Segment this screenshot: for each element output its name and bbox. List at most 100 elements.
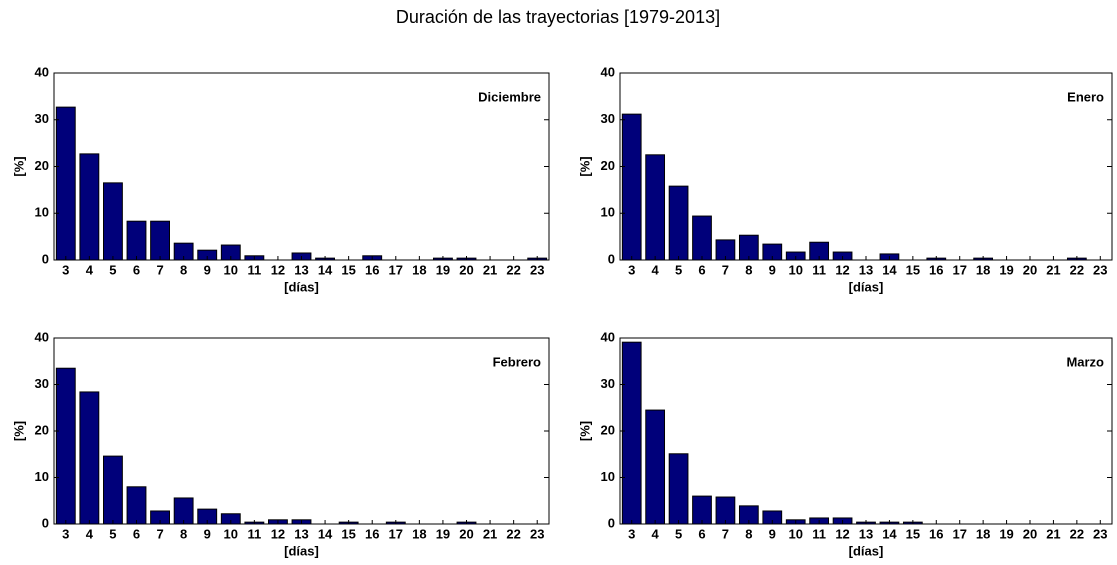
x-tick-label: 17	[389, 262, 403, 277]
x-tick-label: 19	[999, 262, 1013, 277]
axes-box	[619, 72, 1113, 261]
y-tick-label: 40	[35, 329, 49, 344]
x-tick-label: 11	[247, 262, 261, 277]
bar	[103, 455, 123, 525]
bar	[692, 495, 712, 525]
x-tick-label: 14	[882, 526, 897, 541]
x-tick-label: 19	[999, 526, 1013, 541]
y-tick-label: 40	[601, 64, 615, 79]
x-tick-label: 19	[436, 262, 450, 277]
x-tick-label: 18	[412, 526, 426, 541]
y-axis-label: [%]	[577, 421, 592, 441]
bar	[621, 341, 642, 525]
y-tick-label: 20	[601, 158, 615, 173]
x-tick-label: 8	[745, 526, 752, 541]
y-tick-label: 0	[42, 251, 49, 266]
bar	[126, 486, 147, 525]
axes-box	[53, 337, 550, 525]
x-tick-label: 3	[62, 526, 69, 541]
x-tick-label: 15	[341, 262, 355, 277]
x-tick-label: 14	[882, 262, 897, 277]
x-tick-label: 16	[929, 262, 943, 277]
y-tick-label: 40	[35, 64, 49, 79]
x-tick-label: 6	[698, 262, 705, 277]
x-tick-label: 23	[530, 262, 544, 277]
x-tick-label: 18	[976, 262, 990, 277]
x-tick-label: 8	[745, 262, 752, 277]
x-axis-label: [días]	[849, 543, 884, 558]
x-axis-label: [días]	[284, 543, 319, 558]
x-tick-label: 20	[459, 526, 473, 541]
x-tick-label: 7	[722, 526, 729, 541]
x-tick-label: 18	[976, 526, 990, 541]
x-tick-label: 5	[675, 526, 682, 541]
x-tick-label: 9	[204, 262, 211, 277]
bar	[150, 220, 170, 261]
y-tick-label: 30	[601, 376, 615, 391]
x-tick-label: 23	[1093, 262, 1107, 277]
y-tick-label: 30	[35, 111, 49, 126]
x-tick-label: 3	[62, 262, 69, 277]
x-tick-label: 22	[506, 262, 520, 277]
bar	[668, 185, 689, 261]
x-tick-label: 21	[1046, 526, 1060, 541]
y-tick-label: 0	[608, 515, 615, 530]
x-tick-label: 7	[156, 262, 163, 277]
x-tick-label: 16	[929, 526, 943, 541]
y-tick-label: 30	[35, 376, 49, 391]
x-tick-label: 4	[652, 526, 660, 541]
x-tick-label: 17	[952, 262, 966, 277]
y-tick-label: 0	[608, 251, 615, 266]
x-tick-label: 10	[224, 262, 238, 277]
axes-box	[619, 337, 1113, 525]
x-tick-label: 3	[628, 526, 635, 541]
x-tick-label: 19	[436, 526, 450, 541]
y-tick-label: 10	[601, 205, 615, 220]
x-tick-label: 13	[859, 262, 873, 277]
x-tick-label: 4	[652, 262, 660, 277]
y-tick-label: 10	[35, 469, 49, 484]
x-tick-label: 23	[530, 526, 544, 541]
y-tick-label: 20	[35, 158, 49, 173]
x-tick-label: 6	[133, 526, 140, 541]
bar	[692, 215, 712, 261]
x-tick-label: 8	[180, 526, 187, 541]
x-tick-label: 7	[722, 262, 729, 277]
x-tick-label: 20	[1023, 526, 1037, 541]
bar	[79, 153, 100, 261]
x-tick-label: 13	[859, 526, 873, 541]
y-tick-label: 40	[601, 329, 615, 344]
x-tick-label: 5	[675, 262, 682, 277]
bar	[621, 113, 642, 261]
x-tick-label: 16	[365, 526, 379, 541]
bar	[645, 154, 666, 261]
x-tick-label: 9	[769, 262, 776, 277]
x-tick-label: 7	[156, 526, 163, 541]
bar	[715, 496, 736, 525]
x-tick-label: 10	[224, 526, 238, 541]
x-tick-label: 12	[835, 262, 849, 277]
x-tick-label: 4	[86, 526, 94, 541]
figure-title: Duración de las trayectorias [1979-2013]	[396, 7, 720, 27]
y-axis-label: [%]	[577, 156, 592, 176]
panel-title: Marzo	[1066, 354, 1104, 369]
x-tick-label: 21	[1046, 262, 1060, 277]
bar	[103, 182, 123, 261]
y-axis-label: [%]	[11, 156, 26, 176]
bar	[79, 391, 100, 525]
bar	[645, 409, 666, 525]
x-tick-label: 22	[1070, 526, 1084, 541]
x-tick-label: 5	[109, 526, 116, 541]
y-axis-label: [%]	[11, 421, 26, 441]
x-tick-label: 15	[341, 526, 355, 541]
panel-title: Enero	[1067, 89, 1104, 104]
x-tick-label: 12	[271, 526, 285, 541]
bar	[55, 367, 76, 525]
x-tick-label: 18	[412, 262, 426, 277]
x-axis-label: [días]	[849, 279, 884, 294]
x-tick-label: 3	[628, 262, 635, 277]
panel-title: Febrero	[493, 354, 541, 369]
x-tick-label: 6	[698, 526, 705, 541]
x-tick-label: 11	[812, 262, 826, 277]
